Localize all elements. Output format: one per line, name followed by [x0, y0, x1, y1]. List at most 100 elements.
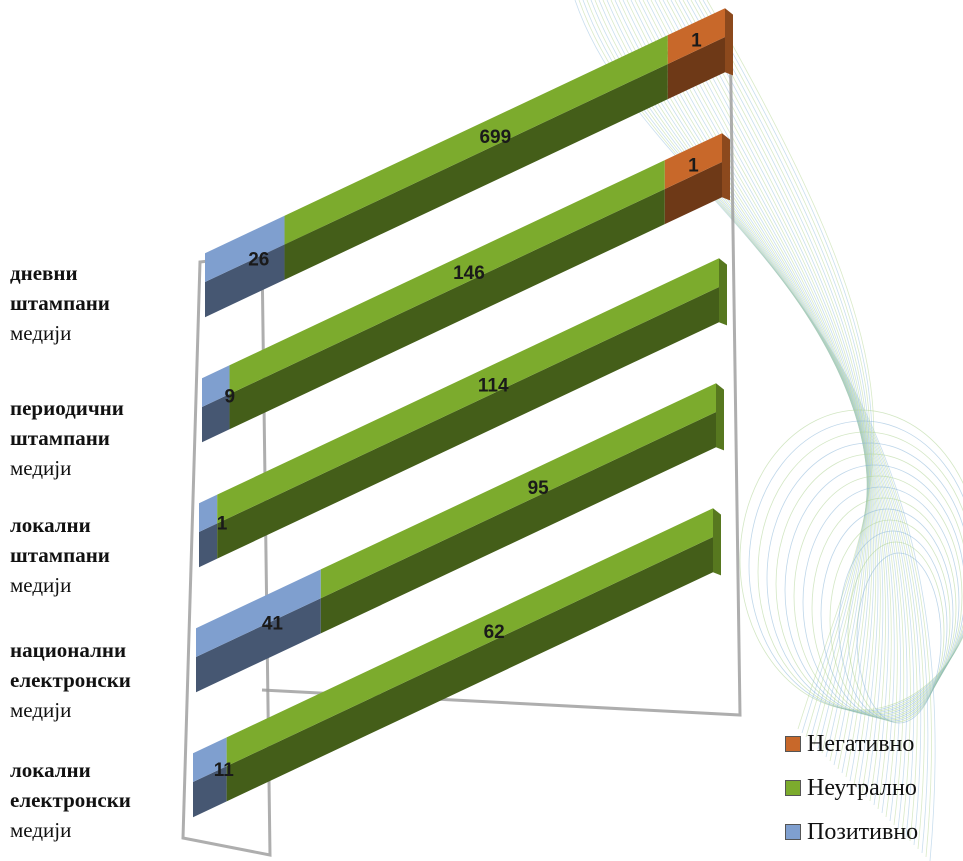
swirl-line — [670, 0, 869, 766]
swirl-line — [702, 0, 873, 734]
swirl-line — [666, 0, 870, 770]
category-label: дневни штампани медији — [10, 258, 110, 348]
legend: Негативно Неутрално Позитивно — [785, 722, 918, 854]
legend-swatch-positive — [785, 824, 801, 840]
swirl-ring — [766, 442, 963, 714]
swirl-line — [642, 0, 881, 794]
bar-positive — [199, 494, 218, 532]
value-label-neutral: 146 — [453, 263, 485, 284]
category-label: периодични штампани медији — [10, 393, 124, 483]
swirl-line — [626, 0, 892, 810]
swirl-line — [650, 0, 877, 786]
swirl-line — [662, 0, 871, 774]
bar-positive — [196, 569, 321, 657]
bar-negative — [667, 8, 725, 64]
swirl-line — [630, 0, 889, 806]
bar-neutral — [284, 35, 668, 245]
value-label-positive: 1 — [217, 514, 228, 535]
bar-positive-front — [196, 598, 321, 693]
value-label-neutral: 114 — [478, 375, 509, 396]
swirl-ring — [847, 541, 945, 723]
bar-negative-front — [664, 162, 722, 225]
value-label-positive: 41 — [262, 614, 284, 635]
value-label-neutral: 95 — [528, 478, 550, 499]
swirl-line — [694, 0, 870, 742]
legend-label-positive: Позитивно — [807, 818, 919, 845]
swirl-line — [654, 0, 875, 782]
bar-negative-cap — [722, 133, 730, 201]
bar-positive-front — [199, 523, 218, 568]
category-label-line: локални — [10, 513, 91, 537]
swirl-line — [622, 0, 895, 814]
category-label-line: штампани — [10, 543, 110, 567]
swirl-line — [634, 0, 886, 802]
category-label-line: локални — [10, 758, 91, 782]
category-label-line: штампани — [10, 426, 110, 450]
swirl-line — [706, 0, 875, 730]
value-label-neutral: 62 — [484, 622, 505, 643]
category-label-line: електронски — [10, 788, 131, 812]
category-label-line: електронски — [10, 668, 131, 692]
value-label-positive: 26 — [248, 249, 269, 270]
bar-neutral-front — [320, 412, 716, 634]
category-label-line: национални — [10, 638, 127, 662]
legend-swatch-negative — [785, 736, 801, 752]
category-label-line: медији — [10, 456, 72, 480]
bars-layer — [193, 8, 733, 818]
bar-neutral-front — [229, 188, 665, 430]
swirl-line — [690, 0, 869, 746]
bar-neutral — [226, 508, 713, 767]
category-label: национални електронски медији — [10, 635, 131, 725]
bar-neutral — [320, 383, 716, 599]
legend-item-neutral: Неутрално — [785, 766, 918, 810]
swirl-ring — [784, 464, 963, 716]
bar-positive-front — [202, 394, 230, 443]
swirl-ring — [802, 486, 960, 718]
bar-positive — [205, 215, 285, 282]
value-label-positive: 9 — [224, 387, 235, 408]
category-label: локални штампани медији — [10, 510, 110, 600]
legend-item-positive: Позитивно — [785, 810, 918, 854]
swirl-ring — [793, 475, 963, 717]
value-label-positive: 11 — [214, 760, 235, 781]
bar-positive-front — [205, 244, 285, 318]
swirl-line — [646, 0, 879, 790]
swirl-line — [638, 0, 884, 798]
bar-negative-front — [667, 37, 725, 100]
bar-neutral-cap — [716, 383, 724, 451]
bar-positive — [193, 737, 227, 782]
swirl-line — [682, 0, 868, 754]
legend-item-negative: Негативно — [785, 722, 918, 766]
bar-neutral-front — [226, 537, 713, 802]
swirl-ring — [829, 519, 951, 721]
bar-neutral — [229, 160, 665, 395]
bar-neutral-cap — [713, 508, 721, 576]
category-label-line: медији — [10, 573, 72, 597]
category-label-line: штампани — [10, 291, 110, 315]
value-label-negative: 1 — [691, 30, 702, 51]
bar-negative-cap — [725, 8, 733, 76]
swirl-ring — [820, 508, 954, 720]
swirl-ring — [838, 530, 948, 722]
value-label-negative: 1 — [688, 155, 699, 176]
category-label-line: медији — [10, 698, 72, 722]
bar-positive-front — [193, 766, 227, 818]
swirl-ring — [856, 552, 942, 724]
category-label: локални електронски медији — [10, 755, 131, 845]
bar-neutral-front — [217, 287, 719, 559]
swirl-ring — [748, 420, 963, 712]
swirl-line — [698, 0, 871, 738]
swirl-line — [674, 0, 868, 762]
bar-neutral-cap — [719, 258, 727, 326]
bar-negative — [664, 133, 722, 189]
category-label-line: дневни — [10, 261, 78, 285]
bar-positive — [202, 365, 230, 407]
legend-label-negative: Негативно — [807, 730, 915, 757]
category-label-line: медији — [10, 321, 72, 345]
swirl-line — [686, 0, 868, 750]
bar-neutral — [217, 258, 719, 524]
legend-swatch-neutral — [785, 780, 801, 796]
legend-label-neutral: Неутрално — [807, 774, 917, 801]
